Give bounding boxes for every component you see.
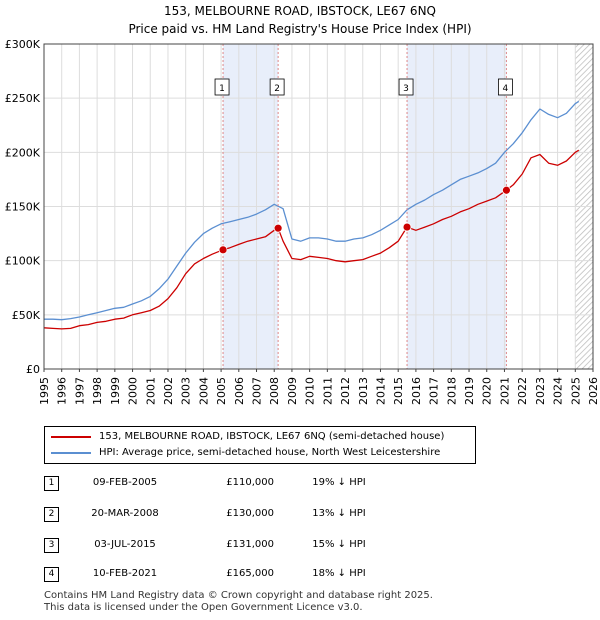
sale-point [402,222,412,232]
sale-price: £130,000 [226,508,274,519]
chart-title: 153, MELBOURNE ROAD, IBSTOCK, LE67 6NQ [163,4,436,18]
sale-number-badge: 2 [44,507,59,522]
x-tick-label: 2018 [445,377,458,405]
x-tick-label: 1999 [109,377,122,405]
sale-point [273,223,283,233]
x-tick-label: 2006 [233,377,246,405]
price-paid-line [43,149,580,330]
sale-point [501,185,511,195]
y-tick-label: £50K [12,309,41,322]
legend-swatch-hpi [51,452,91,454]
x-tick-label: 2020 [481,377,494,405]
y-tick-label: £0 [26,363,40,376]
sales-table-row: 3 03-JUL-2015 £131,000 15% ↓ HPI [44,538,444,554]
x-tick-label: 2026 [587,377,600,405]
x-tick-label: 2015 [392,377,405,405]
sales-table-row: 2 20-MAR-2008 £130,000 13% ↓ HPI [44,507,444,523]
sale-hpi-delta: 15% ↓ HPI [312,539,366,550]
sale-number-label: 1 [219,84,225,94]
x-tick-label: 2007 [251,377,264,405]
x-tick-label: 1997 [73,377,86,405]
x-tick-label: 2014 [374,377,387,405]
legend-label-price: 153, MELBOURNE ROAD, IBSTOCK, LE67 6NQ (… [99,431,445,442]
x-tick-label: 2010 [304,377,317,405]
hpi-line [44,100,580,321]
sale-date: 10-FEB-2021 [92,568,158,579]
sale-point [218,245,228,255]
x-tick-label: 2012 [339,377,352,405]
x-tick-label: 2009 [286,377,299,405]
legend-label-hpi: HPI: Average price, semi-detached house,… [99,447,441,458]
x-tick-label: 2000 [127,377,140,405]
footer-licence: This data is licensed under the Open Gov… [44,602,363,613]
sale-date: 09-FEB-2005 [92,477,158,488]
x-tick-label: 1998 [91,377,104,405]
x-tick-label: 2017 [428,377,441,405]
x-tick-label: 2013 [357,377,370,405]
x-tick-label: 2021 [498,377,511,405]
sale-date: 20-MAR-2008 [91,508,159,519]
x-tick-label: 2003 [180,377,193,405]
x-tick-label: 1995 [38,377,51,405]
sale-price: £110,000 [226,477,274,488]
sale-number-box [497,78,513,96]
x-tick-label: 1996 [56,377,69,405]
sale-hpi-delta: 18% ↓ HPI [312,568,366,579]
sale-number-box [269,78,285,96]
sale-price: £165,000 [226,568,274,579]
sale-hpi-delta: 19% ↓ HPI [312,477,366,488]
plot-frame [43,43,594,370]
y-tick-label: £250K [5,92,41,105]
sale-number-label: 2 [274,84,280,94]
sale-date: 03-JUL-2015 [94,539,156,550]
sale-number-box [214,78,230,96]
y-tick-label: £300K [5,38,41,51]
x-tick-label: 2023 [534,377,547,405]
sales-table-row: 4 10-FEB-2021 £165,000 18% ↓ HPI [44,567,444,583]
x-tick-label: 2025 [569,377,582,405]
sale-number-badge: 1 [44,476,59,491]
sale-number-box [398,78,414,96]
sale-number-badge: 4 [44,567,59,582]
y-tick-label: £100K [5,255,41,268]
sale-number-badge: 3 [44,538,59,553]
x-tick-label: 2011 [321,377,334,405]
x-tick-label: 2005 [215,377,228,405]
x-tick-label: 2004 [197,377,210,405]
x-tick-label: 2022 [516,377,529,405]
legend-swatch-price [51,436,91,438]
y-tick-label: £200K [5,146,41,159]
x-tick-label: 2002 [162,377,175,405]
x-tick-label: 2019 [463,377,476,405]
footer-copyright: Contains HM Land Registry data © Crown c… [44,590,433,601]
x-tick-label: 2001 [144,377,157,405]
sales-table-row: 1 09-FEB-2005 £110,000 19% ↓ HPI [44,476,444,492]
sale-number-label: 3 [403,84,409,94]
sale-hpi-delta: 13% ↓ HPI [312,508,366,519]
sale-number-label: 4 [503,84,509,94]
x-tick-label: 2008 [268,377,281,405]
chart-subtitle: Price paid vs. HM Land Registry's House … [128,22,472,36]
x-tick-label: 2024 [552,377,565,405]
sale-price: £131,000 [226,539,274,550]
x-tick-label: 2016 [410,377,423,405]
chart-legend: 153, MELBOURNE ROAD, IBSTOCK, LE67 6NQ (… [44,426,476,464]
y-tick-label: £150K [5,201,41,214]
price-chart: 1 2 3 4 £0 £50K £100K £150K £200K £250K £300K 1995… [5,38,600,405]
